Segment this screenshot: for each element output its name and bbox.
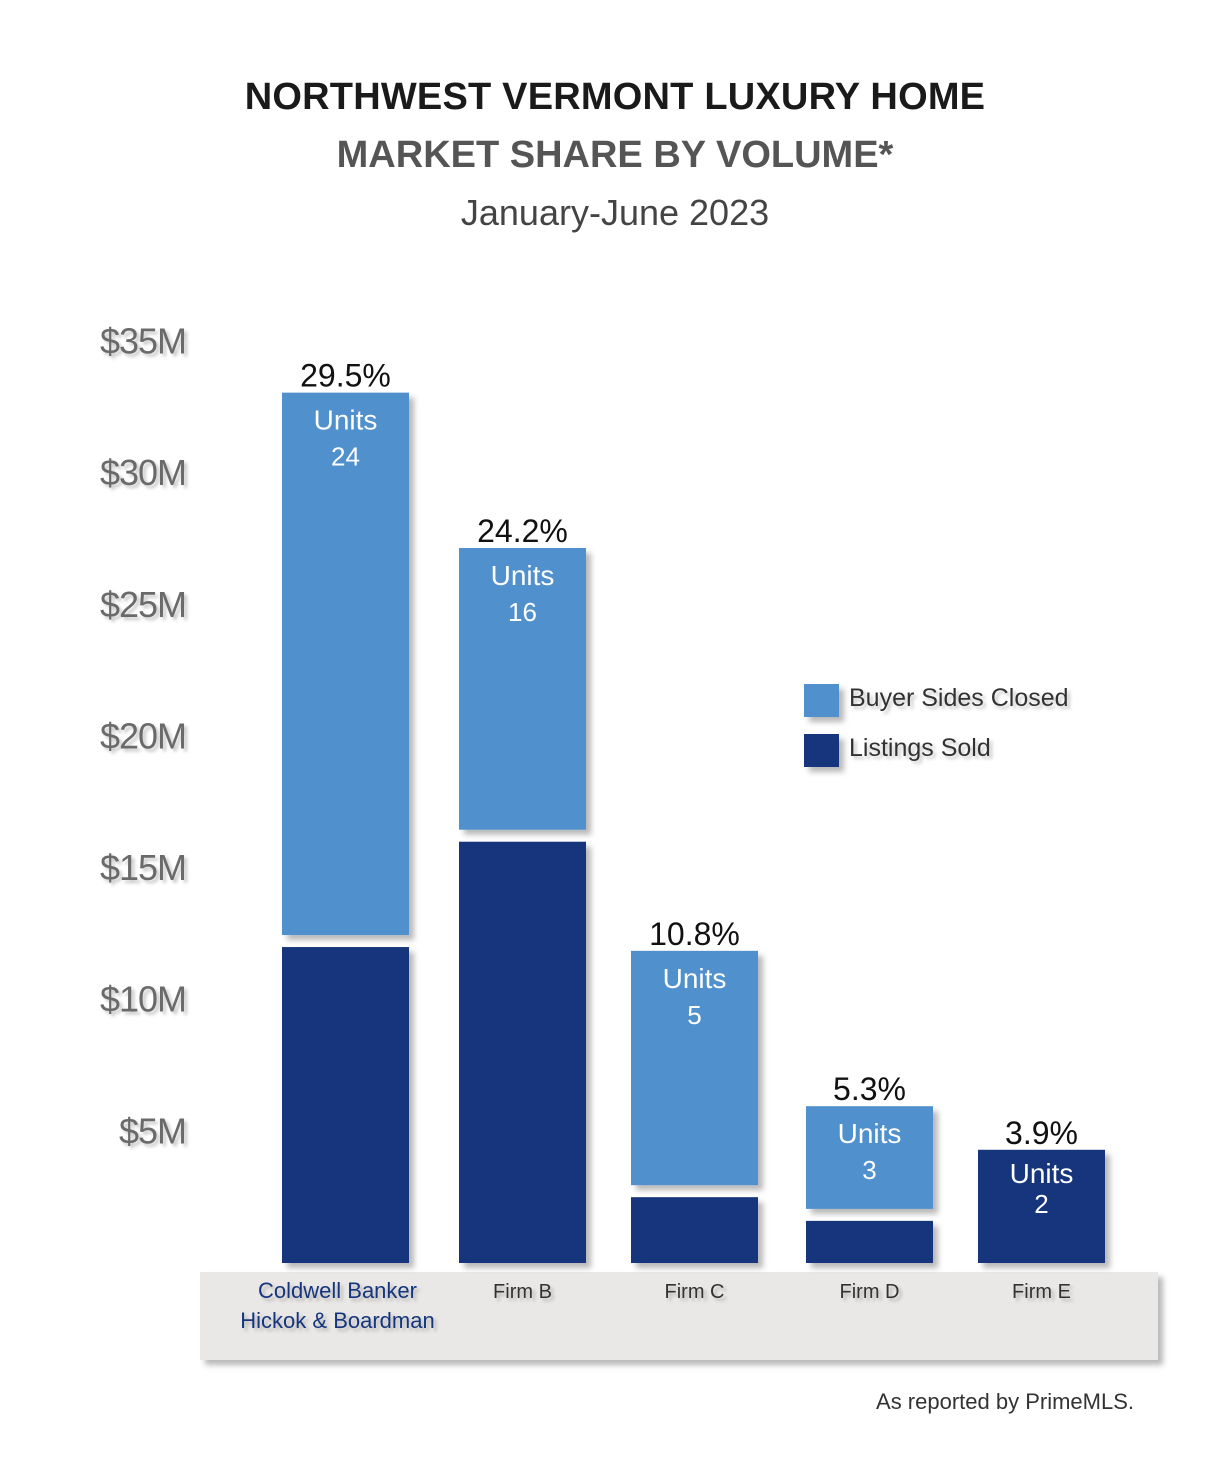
share-label: 5.3% [833, 1071, 906, 1107]
bar-listings-sold [631, 1197, 758, 1263]
share-label: 3.9% [1005, 1115, 1078, 1151]
legend: Buyer Sides Closed Listings Sold [804, 684, 1069, 767]
bar-listings-sold [282, 947, 409, 1263]
y-tick-label: $30M [100, 452, 186, 493]
bar-buyer-sides [282, 392, 409, 936]
source-note: As reported by PrimeMLS. [876, 1389, 1134, 1414]
x-axis: Coldwell Banker Hickok & Boardman Firm B Fi… [240, 1278, 1071, 1333]
units-label: Units [314, 405, 378, 436]
chart-period: January-June 2023 [460, 192, 770, 233]
units-count: 5 [687, 1000, 701, 1030]
y-tick-label: $20M [100, 715, 186, 756]
y-tick-label: $15M [100, 847, 186, 888]
chart-title: NORTHWEST VERMONT LUXURY HOME [244, 76, 986, 118]
category-band [200, 1272, 1158, 1360]
bar-listings-sold [978, 1149, 1105, 1263]
category-label: Firm B [493, 1281, 552, 1303]
legend-swatch [804, 684, 839, 717]
y-tick-label: $35M [100, 320, 186, 361]
units-label: Units [491, 560, 555, 591]
units-count: 24 [331, 442, 360, 472]
bar-listings-sold [806, 1220, 933, 1263]
units-label: Units [663, 963, 727, 994]
category-label: Firm C [665, 1281, 725, 1303]
category-label: Firm E [1012, 1281, 1071, 1303]
bar-buyer-sides [459, 547, 586, 830]
units-count: 2 [1034, 1189, 1048, 1219]
y-tick-label: $25M [100, 584, 186, 625]
category-label: Firm D [840, 1281, 900, 1303]
share-label: 10.8% [649, 916, 740, 952]
bars: 29.5% Units 24 24.2% Units 16 10.8% Units 5 5.3% U… [282, 358, 1105, 1263]
share-label: 24.2% [477, 513, 568, 549]
units-label: Units [838, 1118, 902, 1149]
bar-buyer-sides [806, 1106, 933, 1209]
category-label: Coldwell Banker [258, 1278, 417, 1303]
bar-buyer-sides [631, 950, 758, 1186]
share-label: 29.5% [300, 358, 391, 394]
y-tick-label: $5M [119, 1110, 186, 1151]
y-axis: $5M $10M $15M $20M $25M $30M $35M [100, 320, 187, 1151]
legend-swatch [804, 734, 839, 767]
legend-label: Buyer Sides Closed [849, 684, 1069, 712]
chart-subtitle: MARKET SHARE BY VOLUME* [336, 134, 894, 176]
units-count: 16 [508, 597, 537, 627]
y-tick-label: $10M [100, 979, 186, 1020]
category-label: Hickok & Boardman [240, 1308, 434, 1333]
bar-listings-sold [459, 841, 586, 1263]
legend-label: Listings Sold [849, 734, 991, 762]
units-count: 3 [862, 1155, 876, 1185]
units-label: Units [1010, 1158, 1074, 1189]
